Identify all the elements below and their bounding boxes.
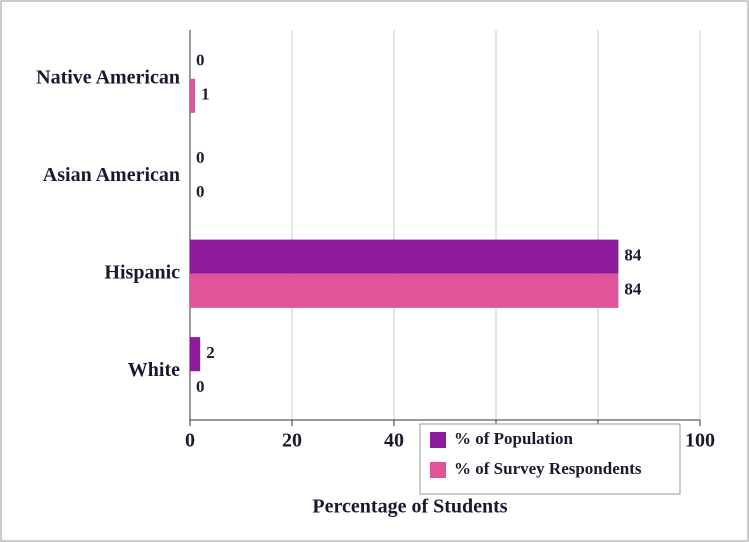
y-tick-label: Asian American [43, 164, 180, 186]
x-tick-label: 20 [282, 430, 302, 452]
legend-label: % of Survey Respondents [454, 459, 642, 478]
x-tick-label: 100 [685, 430, 715, 452]
bar [190, 337, 201, 372]
x-tick-label: 40 [384, 430, 404, 452]
legend-swatch [430, 462, 446, 478]
data-label: 2 [206, 343, 215, 362]
y-tick-label: Hispanic [104, 261, 180, 283]
x-tick-label: 0 [185, 430, 195, 452]
x-axis-label: Percentage of Students [312, 496, 507, 518]
y-tick-label: Native American [36, 66, 180, 88]
data-label: 0 [196, 148, 205, 167]
data-label: 84 [624, 246, 642, 265]
data-label: 0 [196, 377, 205, 396]
legend-box [419, 423, 681, 495]
data-label: 1 [201, 85, 210, 104]
data-label: 84 [624, 280, 642, 299]
data-label: 0 [196, 182, 205, 201]
bar [190, 273, 619, 308]
y-tick-label: White [128, 359, 180, 381]
legend-swatch [430, 432, 446, 448]
bar [190, 239, 619, 274]
data-label: 0 [196, 51, 205, 70]
bar [190, 78, 196, 113]
legend-label: % of Population [454, 429, 574, 448]
